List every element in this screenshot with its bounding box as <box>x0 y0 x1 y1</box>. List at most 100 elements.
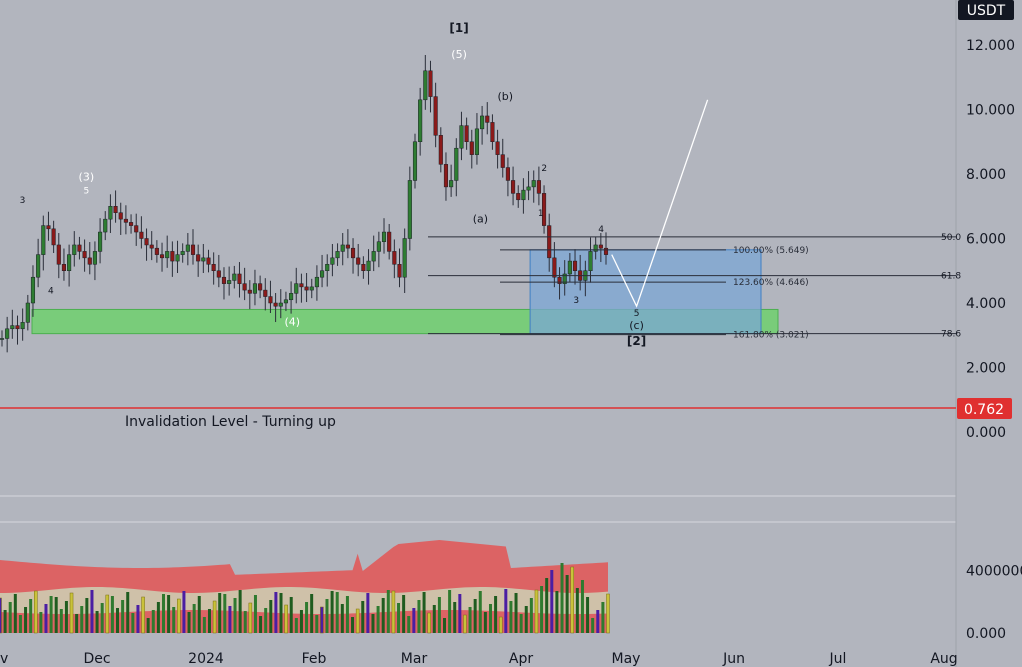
candle-body <box>361 264 366 271</box>
time-tick-label: 2024 <box>188 651 224 667</box>
candle-body <box>175 254 180 262</box>
candle-body <box>407 180 412 239</box>
volume-bar <box>69 592 74 634</box>
candle-body <box>320 270 325 278</box>
volume-bar <box>3 610 7 633</box>
wave-label: [2] <box>627 334 646 348</box>
price-axis: 12.000 10.000 8.000 6.000 4.000 2.000 0.000 <box>966 38 1015 441</box>
candle-body <box>350 247 356 259</box>
volume-bar <box>529 598 533 633</box>
candle-body <box>72 244 77 255</box>
wave-label: 1 <box>538 209 544 219</box>
candle-body <box>46 225 51 230</box>
candle-body <box>170 251 175 262</box>
wave-label: (4) <box>284 316 300 329</box>
time-axis: v Dec 2024 Feb Mar Apr May Jun Jul Aug <box>0 651 958 667</box>
volume-bar <box>126 592 130 633</box>
candle-body <box>139 231 144 239</box>
volume-bar <box>591 618 595 633</box>
retracement-label: 50.0 <box>941 233 961 243</box>
candle-body <box>418 99 423 142</box>
volume-bar <box>386 590 390 633</box>
volume-bar <box>453 602 457 633</box>
volume-bar <box>177 598 181 634</box>
candle-body <box>356 257 361 265</box>
volume-bar <box>391 590 396 634</box>
retracement-label: 78.6 <box>941 330 961 340</box>
price-tick-label: 6.000 <box>966 232 1006 248</box>
price-badge-label: 0.762 <box>964 402 1004 418</box>
volume-bar <box>121 600 125 633</box>
candle-body <box>159 254 165 259</box>
wave-label: (b) <box>497 90 513 103</box>
candle-body <box>149 244 154 249</box>
candle-body <box>113 206 118 213</box>
candle-body <box>242 283 247 291</box>
volume-bar <box>116 608 120 633</box>
volume-bar <box>248 602 253 634</box>
volume-bar <box>233 598 237 633</box>
volume-bar <box>402 595 406 633</box>
volume-bar <box>345 596 349 633</box>
candle-body <box>376 241 381 252</box>
volume-bar <box>59 609 63 633</box>
time-tick-label: v <box>0 651 8 667</box>
candle-body <box>511 180 516 194</box>
volume-bar <box>100 603 104 633</box>
wave-label: 4 <box>598 225 604 235</box>
volume-bar <box>596 610 600 633</box>
candle-body <box>258 283 263 291</box>
candle-body <box>495 141 500 155</box>
volume-bar <box>141 596 145 634</box>
fib-extension-label: 161.80% (3.021) <box>733 331 809 341</box>
volume-bar <box>187 612 191 633</box>
candle-body <box>521 189 526 201</box>
candle-body <box>567 260 572 275</box>
candle-body <box>340 244 345 252</box>
wave-label: 3 <box>20 196 26 206</box>
volume-bar <box>381 598 385 633</box>
volume-bar <box>606 593 610 634</box>
volume-bar <box>238 590 242 633</box>
volume-bar <box>504 589 508 633</box>
candle-body <box>144 238 149 246</box>
time-tick-label: May <box>612 651 641 667</box>
volume-bar <box>397 603 401 633</box>
volume-bar <box>498 616 503 634</box>
volume-bar <box>494 596 498 633</box>
volume-bar <box>110 596 114 633</box>
candle-body <box>196 254 201 262</box>
wave-label: 3 <box>573 296 579 306</box>
volume-bar <box>560 563 564 633</box>
wave-label: 4 <box>48 286 54 296</box>
candle-body <box>123 218 128 223</box>
volume-bar <box>274 592 278 633</box>
candle-body <box>588 251 593 271</box>
time-tick-label: Feb <box>302 651 327 667</box>
candle-body <box>273 302 278 307</box>
candle-body <box>542 193 547 226</box>
candle-body <box>41 225 46 255</box>
volume-bar <box>44 604 48 633</box>
volume-bar <box>90 590 94 633</box>
volume-bar <box>24 607 28 633</box>
candle-body <box>397 264 402 278</box>
fib-extension-label: 100.00% (5.649) <box>733 246 809 256</box>
volume-bar <box>172 607 176 633</box>
volume-bar <box>555 591 559 633</box>
candle-body <box>490 122 495 143</box>
candle-body <box>428 70 433 97</box>
volume-bar <box>468 607 472 633</box>
candle-body <box>557 276 562 284</box>
volume-bar <box>212 600 217 634</box>
volume-bar <box>601 602 605 633</box>
volume-bar <box>545 578 549 633</box>
time-tick-label: Jun <box>722 651 745 667</box>
volume-bar <box>299 610 303 633</box>
candle-body <box>283 299 288 304</box>
volume-bar <box>49 596 53 633</box>
volume-bar <box>218 593 222 633</box>
candle-body <box>598 244 603 249</box>
volume-bar <box>412 608 416 633</box>
